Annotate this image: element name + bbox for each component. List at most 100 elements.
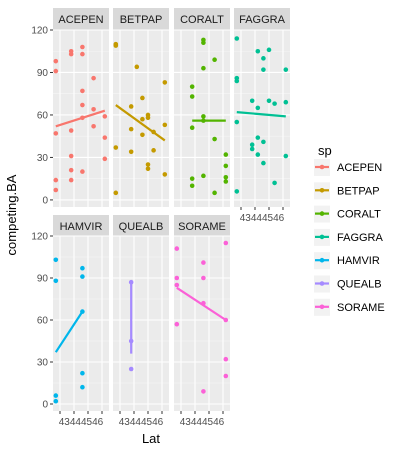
legend-key-point — [319, 188, 325, 193]
data-point — [234, 119, 240, 125]
data-point — [91, 75, 96, 81]
data-point — [53, 68, 59, 74]
data-point — [174, 275, 180, 281]
facet-faggra: FAGGRA — [234, 8, 290, 207]
data-point — [272, 180, 277, 186]
fit-line-faggra — [236, 111, 286, 118]
data-point — [53, 131, 59, 136]
data-point — [53, 393, 59, 398]
data-point — [145, 162, 151, 167]
data-point — [128, 338, 134, 344]
data-point — [249, 98, 255, 104]
data-point — [53, 58, 59, 64]
data-point — [68, 128, 74, 133]
x-tick-labels: 43444546 — [240, 213, 285, 224]
legend-label: ACEPEN — [337, 162, 382, 174]
legend-entry-faggra: FAGGRA — [314, 228, 384, 246]
data-point — [80, 88, 85, 94]
fit-line-hamvir — [54, 310, 84, 353]
data-point — [102, 156, 108, 162]
data-point — [223, 152, 229, 157]
facet-strip-label: ACEPEN — [58, 14, 103, 26]
x-axis-title: Lat — [142, 431, 160, 446]
panel-background — [53, 236, 109, 411]
data-point — [223, 373, 229, 379]
facet-strip — [113, 8, 169, 30]
data-point — [80, 265, 85, 271]
data-point — [80, 309, 85, 314]
legend-key-point — [319, 257, 325, 263]
facet-strip — [174, 215, 230, 237]
facet-sorame: SORAME — [174, 215, 230, 411]
data-point — [128, 366, 134, 372]
data-point — [80, 115, 85, 121]
data-point — [80, 384, 85, 390]
data-point — [272, 101, 277, 106]
facet-acepen: ACEPEN — [53, 8, 109, 207]
facet-strip — [234, 8, 290, 30]
data-point — [261, 56, 266, 61]
legend-key-point — [319, 281, 325, 286]
data-point — [223, 174, 229, 180]
y-axis-title: competing.BA — [4, 174, 19, 255]
data-point — [234, 36, 240, 41]
legend-entry-sorame: SORAME — [314, 298, 385, 316]
data-point — [174, 321, 180, 327]
data-point — [53, 278, 59, 284]
legend-key-point — [319, 164, 325, 170]
y-tick-label: 90 — [37, 68, 49, 79]
data-point — [249, 142, 255, 147]
data-point — [162, 80, 168, 85]
facet-betpap: BETPAP — [113, 8, 169, 207]
data-point — [151, 129, 156, 135]
facet-strip-label: SORAME — [178, 221, 226, 233]
x-tick-labels: 43444546 — [119, 417, 164, 428]
data-point — [189, 125, 195, 131]
data-point — [261, 67, 266, 72]
data-point — [283, 99, 289, 105]
data-point — [113, 145, 119, 150]
axes-layer: 0 30 60 90 120 0 30 60 90 120 43444546 43444546 4344… — [31, 26, 284, 429]
data-point — [223, 317, 229, 323]
panel-background — [174, 236, 230, 411]
data-point — [255, 135, 261, 140]
data-point — [128, 149, 134, 155]
legend-key-point — [319, 304, 325, 310]
data-point — [212, 136, 217, 142]
panel-background — [174, 30, 230, 207]
y-tick-label: 120 — [31, 26, 48, 37]
legend-entry-coralt: CORALT — [314, 205, 381, 223]
y-tick-label: 30 — [37, 358, 49, 369]
data-point — [189, 94, 195, 99]
data-point — [162, 122, 168, 128]
data-point — [68, 177, 74, 183]
facet-strip-label: FAGGRA — [239, 14, 286, 26]
facet-strip-label: HAMVIR — [60, 221, 103, 233]
data-point — [145, 166, 151, 172]
data-point — [223, 356, 229, 362]
legend-key-point — [319, 234, 325, 240]
data-point — [189, 176, 195, 181]
data-point — [201, 114, 206, 119]
data-point — [223, 240, 229, 246]
legend: sp ACEPEN BETPAP CORALT FAGGRA HAMVIR QUEALB S… — [314, 143, 385, 316]
data-point — [261, 160, 266, 166]
y-tick-label: 60 — [37, 110, 49, 121]
x-tick-labels: 43444546 — [59, 417, 104, 428]
legend-label: BETPAP — [337, 185, 380, 197]
fit-line-betpap — [115, 104, 166, 142]
data-point — [201, 260, 206, 265]
data-point — [140, 132, 145, 138]
facet-strip-label: CORALT — [180, 14, 224, 26]
legend-entry-betpap: BETPAP — [314, 182, 380, 200]
facet-strip-label: QUEALB — [119, 221, 164, 233]
y-tick-label: 0 — [42, 195, 48, 206]
data-point — [80, 274, 85, 279]
x-tick-labels: 43444546 — [180, 417, 225, 428]
facet-hamvir: HAMVIR — [53, 215, 109, 411]
data-point — [80, 102, 85, 108]
y-tick-label: 90 — [37, 274, 49, 285]
data-point — [145, 115, 151, 121]
data-point — [234, 78, 240, 84]
